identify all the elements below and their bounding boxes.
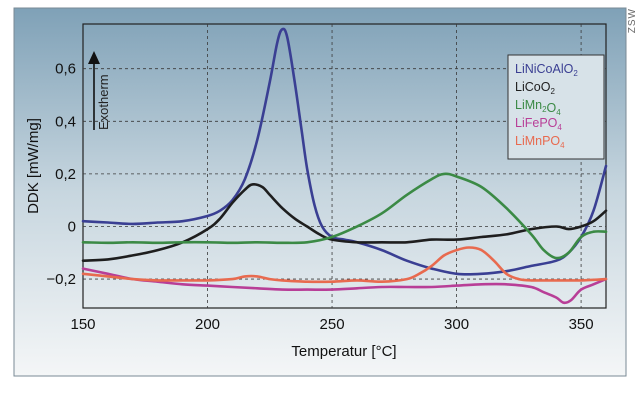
exotherm-arrow-head [88, 51, 100, 64]
x-tick-label-300: 300 [444, 316, 469, 333]
legend-entry-lifepo4: LiFePO4 [515, 116, 562, 132]
x-tick-label-200: 200 [195, 316, 220, 333]
series-line-linicoalo2 [81, 27, 608, 276]
exotherm-label: Exotherm [96, 74, 111, 130]
x-axis-label: Temperatur [°C] [291, 343, 396, 360]
series-line-lifepo4 [81, 267, 608, 305]
legend-entry-limnpo4: LiMnPO4 [515, 134, 565, 150]
y-tick-label-3: 0,4 [55, 113, 76, 130]
tick-layer: 150 200 250 300 350 −0,2 0 0,2 0,4 0,6 [46, 61, 593, 333]
x-tick-label-250: 250 [320, 316, 345, 333]
series-layer [81, 27, 608, 305]
exotherm-annotation: Exotherm [88, 51, 111, 130]
legend-entry-linicoalo2: LiNiCoAlO2 [515, 62, 578, 78]
x-tick-label-150: 150 [70, 316, 95, 333]
legend-box [507, 54, 605, 160]
y-tick-label-2: 0,2 [55, 166, 76, 183]
series-line-limn2o4 [81, 172, 608, 260]
legend-entry-limn2o4: LiMn2O4 [515, 98, 561, 117]
y-axis-label: DDK [mW/mg] [25, 118, 42, 214]
y-tick-label-1: 0 [68, 218, 76, 235]
legend-entry-licoo2: LiCoO2 [515, 80, 555, 96]
watermark: ZSW [627, 8, 638, 34]
grid [83, 24, 606, 308]
series-line-limnpo4 [81, 246, 608, 284]
y-tick-label-4: 0,6 [55, 61, 76, 78]
series-line-licoo2 [81, 183, 608, 262]
x-tick-label-350: 350 [569, 316, 594, 333]
y-tick-label-0: −0,2 [46, 271, 76, 288]
